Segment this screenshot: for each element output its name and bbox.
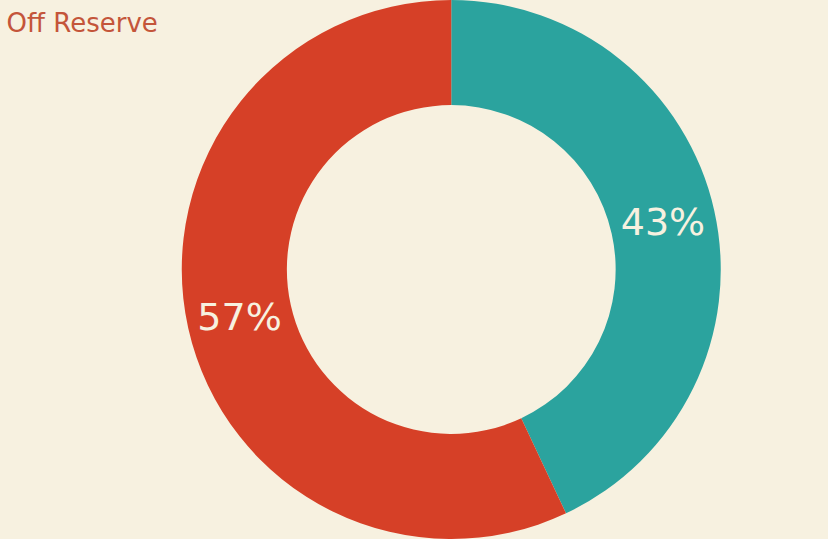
svg-text:Off Reserve: Off Reserve (7, 8, 158, 38)
svg-text:43%: 43% (621, 200, 705, 244)
svg-text:57%: 57% (197, 295, 281, 339)
